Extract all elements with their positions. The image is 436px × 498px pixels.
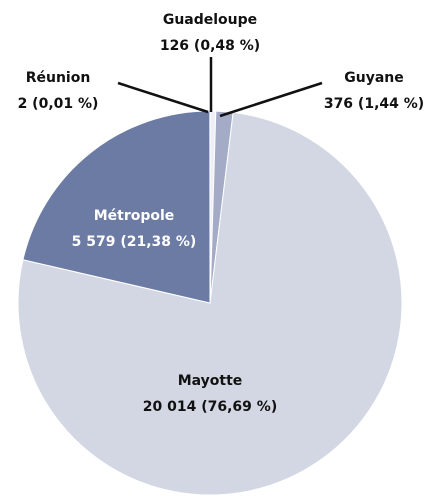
slice-label: Guyane xyxy=(344,70,404,86)
slice-value-label: 126 (0,48 %) xyxy=(160,38,260,54)
slice-value-label: 2 (0,01 %) xyxy=(18,96,99,112)
slice-label: Mayotte xyxy=(178,373,243,389)
slice-value-label: 376 (1,44 %) xyxy=(324,96,424,112)
leader-line xyxy=(219,81,323,118)
slice-label: Réunion xyxy=(26,70,91,86)
pie-slice xyxy=(17,111,403,496)
slice-label: Guadeloupe xyxy=(163,12,257,28)
slice-label: Métropole xyxy=(94,208,175,224)
leader-line xyxy=(117,81,209,114)
pie-slice xyxy=(22,110,211,304)
slice-value-label: 5 579 (21,38 %) xyxy=(72,234,197,250)
slice-value-label: 20 014 (76,69 %) xyxy=(143,399,277,415)
